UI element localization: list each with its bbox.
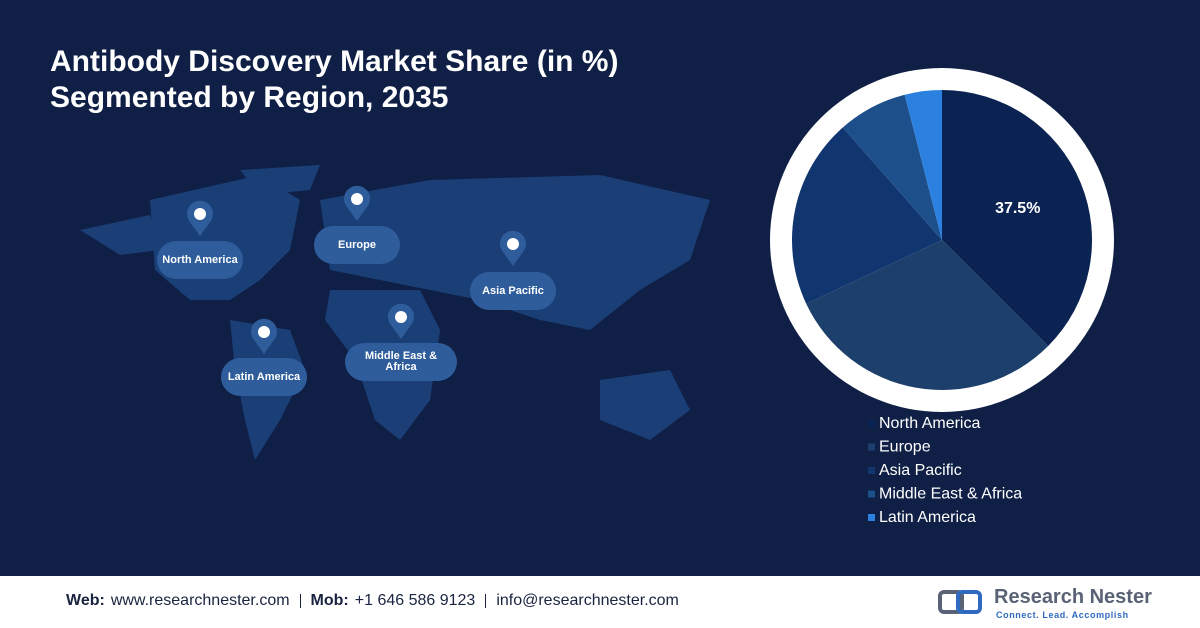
legend-swatch xyxy=(868,514,875,521)
data-label: 37.5% xyxy=(995,200,1040,217)
legend-label: Europe xyxy=(879,439,931,456)
pie-slice xyxy=(842,94,942,240)
map-label: North America xyxy=(157,241,243,279)
tagline: Connect. Lead. Accomplish xyxy=(996,610,1129,620)
chart-title: Antibody Discovery Market Share (in %) S… xyxy=(50,45,619,114)
legend-swatch xyxy=(868,443,875,451)
web-label: Web: xyxy=(66,592,105,609)
footer-band xyxy=(0,576,1200,628)
brand: Research Nester xyxy=(994,586,1152,608)
map-label: Europe xyxy=(314,226,400,264)
pie-slice xyxy=(806,240,1049,391)
web: www.researchnester.com xyxy=(110,592,290,609)
map-label: Latin America xyxy=(221,358,307,396)
map-label: Middle East & Africa xyxy=(345,343,457,381)
logo xyxy=(938,590,982,614)
email: info@researchnester.com xyxy=(496,592,679,609)
legend-label: Middle East & Africa xyxy=(879,486,1022,503)
pie-slice xyxy=(942,90,1093,347)
legend-swatch xyxy=(868,420,875,427)
legend-swatch xyxy=(868,490,875,498)
mob: +1 646 586 9123 xyxy=(354,592,476,609)
legend-label: Latin America xyxy=(879,509,976,526)
pie-slice xyxy=(792,127,942,304)
mob-label: Mob: xyxy=(310,592,349,609)
separator xyxy=(299,594,301,608)
map-label: Asia Pacific xyxy=(470,272,556,310)
pins xyxy=(187,185,527,354)
legend-label: Asia Pacific xyxy=(879,462,962,479)
footer-contacts: Web: www.researchnester.com Mob: +1 646 58… xyxy=(66,592,679,610)
legend-label: North America xyxy=(879,415,980,432)
separator xyxy=(485,594,487,608)
legend-swatch xyxy=(868,467,875,474)
pie-slice xyxy=(904,90,942,240)
